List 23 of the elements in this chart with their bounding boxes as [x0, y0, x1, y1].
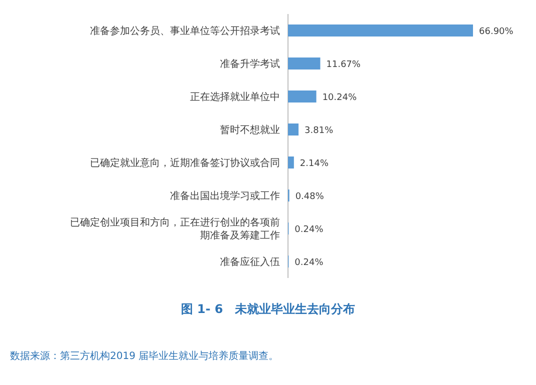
data-label: 0.48% [295, 192, 324, 202]
data-label: 0.24% [294, 225, 324, 235]
data-label: 0.24% [294, 258, 324, 268]
data-label: 11.67% [326, 60, 362, 70]
bar [288, 90, 316, 102]
data-label: 2.14% [300, 159, 329, 169]
data-label: 10.24% [322, 93, 358, 103]
bar [288, 58, 320, 70]
y-tick-label: 准备出国出境学习或工作 [170, 190, 280, 202]
y-tick-label: 准备升学考试 [220, 58, 280, 70]
y-tick-label: 暂时不想就业 [220, 124, 280, 136]
y-tick-label: 已确定就业意向，近期准备签订协议或合同 [90, 157, 280, 169]
data-label: 3.81% [304, 126, 334, 136]
bar [288, 24, 473, 36]
bar [288, 156, 294, 168]
y-tick-label: 正在选择就业单位中 [190, 91, 280, 103]
text: 图 1- 6 未就业毕业生去向分布 [180, 302, 356, 316]
y-tick-label: 准备参加公务员、事业单位等公开招录考试 [90, 25, 280, 37]
y-tick-label: 已确定创业项目和方向，正在进行创业的各项前期准备及筹建工作 [70, 216, 280, 242]
y-tick-label: 准备应征入伍 [220, 256, 280, 268]
data-label: 66.90% [479, 27, 514, 37]
source-note: 数据来源：第三方机构2019 届毕业生就业与培养质量调查。 [10, 350, 279, 362]
bar [288, 124, 299, 136]
